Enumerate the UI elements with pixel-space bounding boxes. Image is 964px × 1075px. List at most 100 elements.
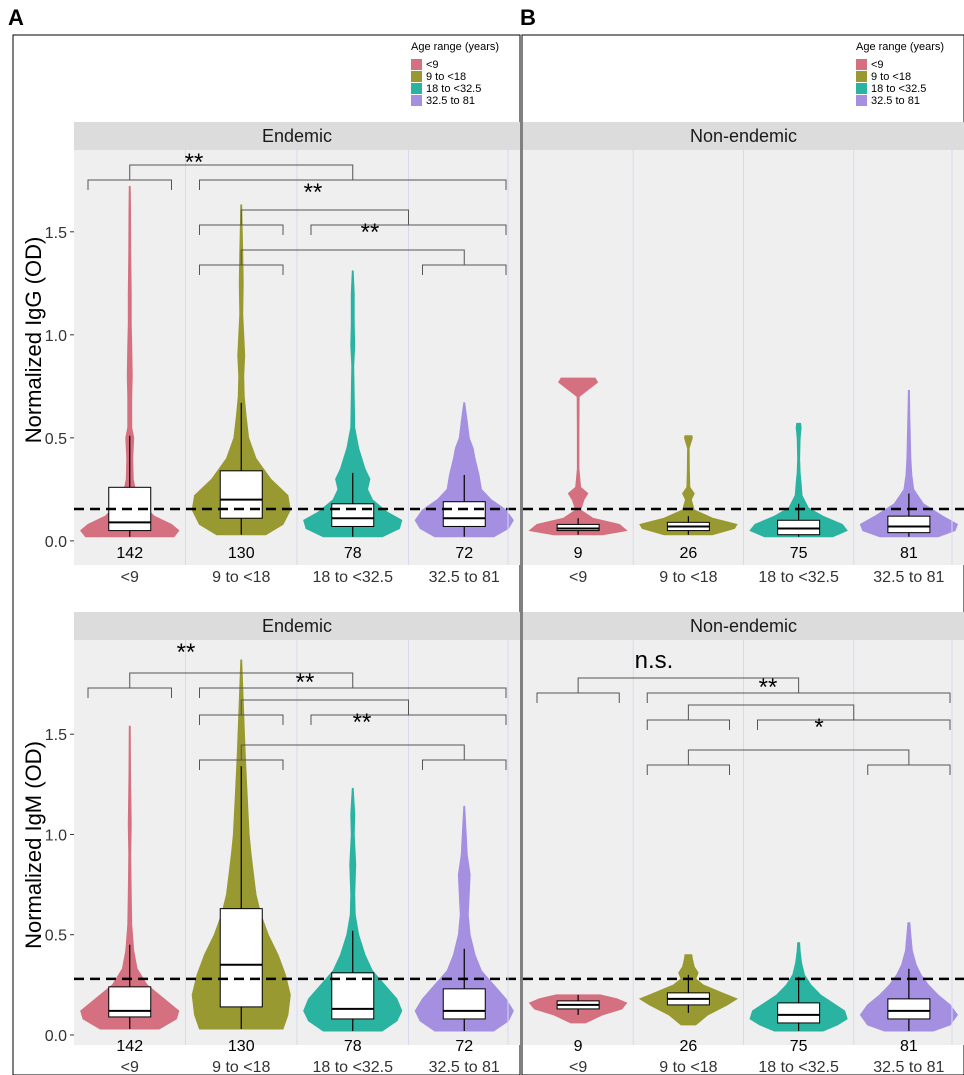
x-tick-label: 18 to <32.5 — [758, 1059, 839, 1075]
n-label: 26 — [679, 545, 697, 562]
facet-label: Endemic — [262, 616, 332, 636]
x-tick-label: 32.5 to 81 — [873, 1059, 944, 1075]
bracket-top — [240, 209, 409, 225]
facet-label: Non-endemic — [690, 616, 797, 636]
legend-label: 9 to <18 — [426, 71, 466, 83]
x-tick-label: <9 — [121, 1059, 139, 1075]
significance-label: ** — [177, 639, 196, 666]
n-label: 78 — [344, 545, 362, 562]
significance-label: ** — [353, 709, 372, 736]
y-tick-label: 1.0 — [45, 328, 67, 345]
legend-label: <9 — [426, 59, 439, 71]
significance-label: * — [814, 714, 823, 741]
chart-panel-4: Non-endemic 9 <9 26 9 to <18 75 18 to <32.5 81 3… — [523, 612, 964, 1075]
x-tick-label: 9 to <18 — [659, 569, 717, 586]
n-label: 142 — [116, 1038, 143, 1055]
x-tick-label: 32.5 to 81 — [429, 569, 500, 586]
n-label: 9 — [574, 545, 583, 562]
violin — [639, 435, 738, 536]
bracket-top — [687, 704, 855, 720]
significance-label: ** — [361, 219, 380, 246]
n-label: 142 — [116, 545, 143, 562]
legend-swatch-9to18 — [856, 71, 867, 82]
facet-strip — [74, 122, 520, 150]
x-tick-label: 18 to <32.5 — [758, 569, 839, 586]
bracket-top — [129, 164, 354, 180]
legend-swatch-lt9 — [856, 59, 867, 70]
legend-swatch-lt9 — [411, 59, 422, 70]
violin — [303, 270, 403, 538]
n-label: 72 — [455, 1038, 473, 1055]
violin — [414, 805, 514, 1032]
legend-swatch-18to32 — [856, 83, 867, 94]
facet-strip — [523, 122, 964, 150]
x-tick-label: 18 to <32.5 — [312, 1059, 393, 1075]
bracket-top — [577, 677, 800, 693]
x-tick-label: <9 — [569, 1059, 587, 1075]
legend-label: 32.5 to 81 — [426, 95, 475, 107]
y-tick-label: 1.5 — [45, 727, 67, 744]
n-label: 9 — [574, 1038, 583, 1055]
n-label: 81 — [900, 1038, 918, 1055]
box — [442, 988, 486, 1020]
box — [331, 503, 375, 527]
violin — [191, 204, 291, 536]
chart-panel-1: Endemic 0.0 0.5 1.0 1.5 142 <9 130 9 to <18 78 18 … — [45, 122, 520, 586]
facet-strip — [74, 612, 520, 640]
legend-title: Age range (years) — [856, 41, 944, 53]
n-label: 26 — [679, 1038, 697, 1055]
box — [219, 470, 263, 519]
legend-swatch-9to18 — [411, 71, 422, 82]
legend-label: 18 to <32.5 — [871, 83, 926, 95]
legend-swatch-18to32 — [411, 83, 422, 94]
significance-label: ** — [759, 674, 778, 701]
box — [219, 908, 263, 1008]
n-label: 72 — [455, 545, 473, 562]
legend-label: 32.5 to 81 — [871, 95, 920, 107]
n-label: 130 — [228, 1038, 255, 1055]
bracket-top — [240, 249, 465, 265]
violin — [528, 377, 628, 536]
legend-label: <9 — [871, 59, 884, 71]
x-tick-label: 9 to <18 — [212, 1059, 270, 1075]
box — [777, 1002, 821, 1024]
box — [331, 972, 375, 1020]
panel-letter-b: B — [520, 5, 536, 30]
box — [556, 523, 600, 532]
x-tick-label: 32.5 to 81 — [873, 569, 944, 586]
n-label: 75 — [790, 1038, 808, 1055]
significance-label: n.s. — [635, 647, 674, 674]
facet-label: Non-endemic — [690, 126, 797, 146]
violin — [749, 422, 848, 538]
y-axis-title-igm: Normalized IgM (OD) — [21, 741, 46, 949]
x-tick-label: 9 to <18 — [659, 1059, 717, 1075]
violin — [414, 402, 514, 538]
box — [777, 519, 821, 536]
violin — [303, 787, 403, 1032]
n-label: 130 — [228, 545, 255, 562]
significance-label: ** — [185, 149, 204, 176]
box — [108, 986, 152, 1018]
x-tick-label: 32.5 to 81 — [429, 1059, 500, 1075]
n-label: 78 — [344, 1038, 362, 1055]
chart-panel-3: Endemic 0.0 0.5 1.0 1.5 142 <9 130 9 to <18 78 18 … — [45, 612, 520, 1075]
legend-label: 18 to <32.5 — [426, 83, 481, 95]
n-label: 75 — [790, 545, 808, 562]
box — [887, 515, 931, 534]
legend-swatch-32to81 — [411, 95, 422, 106]
legend-a: Age range (years) <9 9 to <18 18 to <32.… — [411, 41, 499, 107]
y-axis-title-igg: Normalized IgG (OD) — [21, 237, 46, 444]
bracket-top — [240, 744, 465, 760]
legend-title: Age range (years) — [411, 41, 499, 53]
significance-label: ** — [304, 179, 323, 206]
facet-strip — [523, 612, 964, 640]
y-tick-label: 1.0 — [45, 827, 67, 844]
y-tick-label: 0.5 — [45, 928, 67, 945]
bracket-top — [129, 672, 354, 688]
chart-panel-2: Non-endemic 9 <9 26 9 to <18 75 18 to <32.5 81 3… — [523, 122, 964, 586]
x-tick-label: <9 — [569, 569, 587, 586]
panel-b-frame — [521, 34, 964, 1075]
legend-b: Age range (years) <9 9 to <18 18 to <32.… — [856, 41, 944, 107]
bracket-top — [240, 699, 409, 715]
